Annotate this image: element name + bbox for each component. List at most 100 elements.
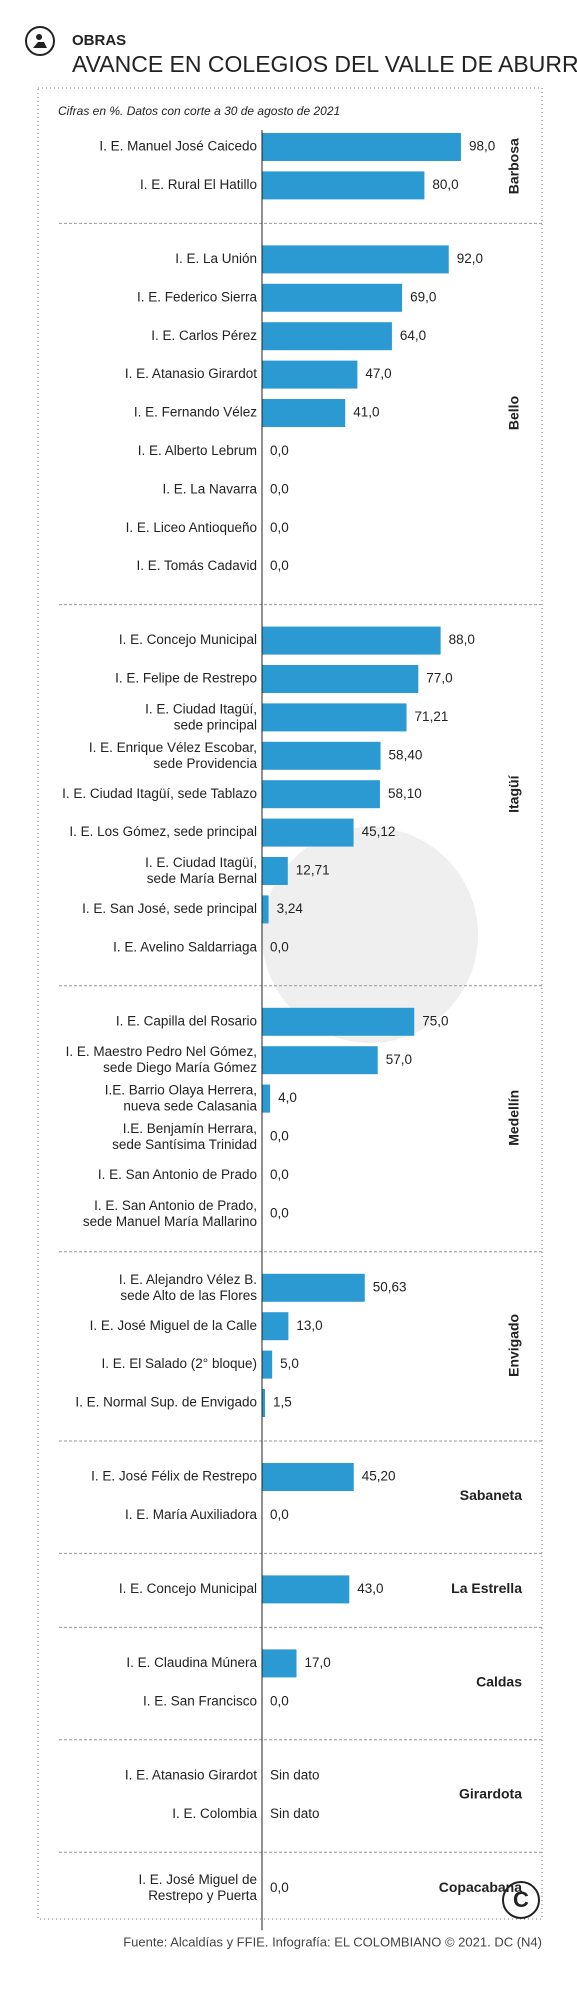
category-label: I. E. Alberto Lebrum xyxy=(138,443,257,458)
value-label: 1,5 xyxy=(273,1395,292,1410)
value-label: Sin dato xyxy=(270,1767,320,1782)
value-label: 71,21 xyxy=(415,709,449,724)
value-label: 41,0 xyxy=(353,405,379,420)
category-label: I. E. Capilla del Rosario xyxy=(116,1013,257,1028)
category-label: I. E. Maestro Pedro Nel Gómez, sede Diego… xyxy=(66,1044,258,1075)
value-label: 58,10 xyxy=(388,786,422,801)
category-label: I. E. Federico Sierra xyxy=(137,289,258,304)
bar xyxy=(262,857,288,885)
value-label: 98,0 xyxy=(469,139,495,154)
category-label: I. E. San Antonio de Prado xyxy=(98,1167,257,1182)
category-label: I. E. Colombia xyxy=(172,1806,257,1821)
category-label: I. E. Concejo Municipal xyxy=(119,1581,257,1596)
value-label: 92,0 xyxy=(457,251,483,266)
bar xyxy=(262,1273,365,1302)
value-label: 4,0 xyxy=(278,1090,297,1105)
value-label: 64,0 xyxy=(400,328,426,343)
category-label: I. E. La Navarra xyxy=(162,481,257,496)
value-label: 0,0 xyxy=(270,939,289,954)
value-label: 3,24 xyxy=(277,901,304,916)
value-label: 58,40 xyxy=(389,747,423,762)
group-label: Copacabana xyxy=(439,1879,522,1895)
category-label: I. E. Ciudad Itagüí, sede Tablazo xyxy=(62,786,257,801)
bar xyxy=(262,818,354,847)
value-label: 0,0 xyxy=(270,1129,289,1144)
bar xyxy=(262,665,419,693)
value-label: 43,0 xyxy=(357,1581,383,1596)
category-label: I.E. Benjamín Herrara, sede Santísima Tri… xyxy=(112,1121,257,1152)
value-label: 0,0 xyxy=(270,558,289,573)
category-label: I. E. Avelino Saldarriaga xyxy=(113,939,257,954)
logo-mark: C xyxy=(513,1887,529,1912)
bar xyxy=(262,283,403,312)
value-label: 0,0 xyxy=(270,1167,289,1182)
category-label: I. E. Claudina Múnera xyxy=(126,1655,257,1670)
value-label: 0,0 xyxy=(270,481,289,496)
bar xyxy=(262,1084,271,1113)
group-label: Girardota xyxy=(459,1786,522,1802)
value-label: 50,63 xyxy=(373,1279,407,1294)
value-label: 13,0 xyxy=(296,1318,322,1333)
value-label: 88,0 xyxy=(449,632,475,647)
value-label: 0,0 xyxy=(270,520,289,535)
bar xyxy=(262,1463,354,1491)
value-label: 0,0 xyxy=(270,1880,289,1895)
category-label: I. E. Los Gómez, sede principal xyxy=(69,824,257,839)
value-label: 0,0 xyxy=(270,1507,289,1522)
kicker: OBRAS xyxy=(72,32,126,49)
bar xyxy=(262,741,381,770)
bar xyxy=(262,245,449,274)
category-label: I. E. El Salado (2° bloque) xyxy=(102,1356,258,1371)
value-label: 0,0 xyxy=(270,1205,289,1220)
bar xyxy=(262,322,392,351)
category-label: I. E. María Auxiliadora xyxy=(125,1507,258,1522)
icon xyxy=(25,26,55,56)
bar xyxy=(262,399,346,427)
category-label: I. E. Atanasio Girardot xyxy=(125,1767,257,1782)
category-label: I. E. Ciudad Itagüí, sede principal xyxy=(145,701,257,732)
group-label: La Estrella xyxy=(451,1580,522,1596)
bar xyxy=(262,703,407,732)
category-label: I. E. José Miguel de Restrepo y Puerta xyxy=(138,1872,257,1903)
category-label: I. E. San José, sede principal xyxy=(82,901,257,916)
category-label: I. E. Atanasio Girardot xyxy=(125,366,257,381)
category-label: I. E. Fernando Vélez xyxy=(134,405,257,420)
value-label: 12,71 xyxy=(296,863,330,878)
bar xyxy=(262,780,380,809)
category-label: I. E. San Francisco xyxy=(143,1693,257,1708)
bar xyxy=(262,1312,289,1341)
bar xyxy=(262,133,461,161)
bar xyxy=(262,1007,415,1036)
value-label: 0,0 xyxy=(270,443,289,458)
bar xyxy=(262,895,269,924)
value-label: 75,0 xyxy=(422,1013,448,1028)
watermark xyxy=(262,827,478,1043)
value-label: 0,0 xyxy=(270,1693,289,1708)
group-label: Bello xyxy=(506,396,522,430)
bar xyxy=(262,626,441,655)
category-label: I. E. Enrique Vélez Escobar, sede Provide… xyxy=(89,739,258,770)
bar xyxy=(262,1649,297,1678)
category-label: I. E. Tomás Cadavid xyxy=(136,558,257,573)
group-label: Sabaneta xyxy=(460,1487,522,1503)
icon-figure xyxy=(33,34,47,48)
category-label: I. E. Ciudad Itagüí, sede María Bernal xyxy=(145,855,257,886)
value-label: 5,0 xyxy=(280,1356,299,1371)
logo xyxy=(502,1881,540,1919)
value-label: Sin dato xyxy=(270,1806,320,1821)
category-label: I. E. Concejo Municipal xyxy=(119,632,257,647)
frame xyxy=(37,87,543,1920)
category-label: I. E. Rural El Hatillo xyxy=(140,177,257,192)
bar xyxy=(262,1046,378,1075)
chart-title: AVANCE EN COLEGIOS DEL VALLE DE ABURRÁ xyxy=(72,51,577,77)
value-label: 45,20 xyxy=(362,1469,396,1484)
category-label: I. E. Manuel José Caicedo xyxy=(99,139,257,154)
category-label: I.E. Barrio Olaya Herrera, nueva sede Cal… xyxy=(105,1082,258,1113)
source: Fuente: Alcaldías y FFIE. Infografía: EL… xyxy=(123,1934,542,1949)
value-label: 17,0 xyxy=(305,1655,331,1670)
group-label: Medellín xyxy=(506,1090,522,1146)
group-label: Envigado xyxy=(506,1314,522,1377)
bar xyxy=(262,1389,266,1417)
category-label: I. E. Carlos Pérez xyxy=(151,328,257,343)
